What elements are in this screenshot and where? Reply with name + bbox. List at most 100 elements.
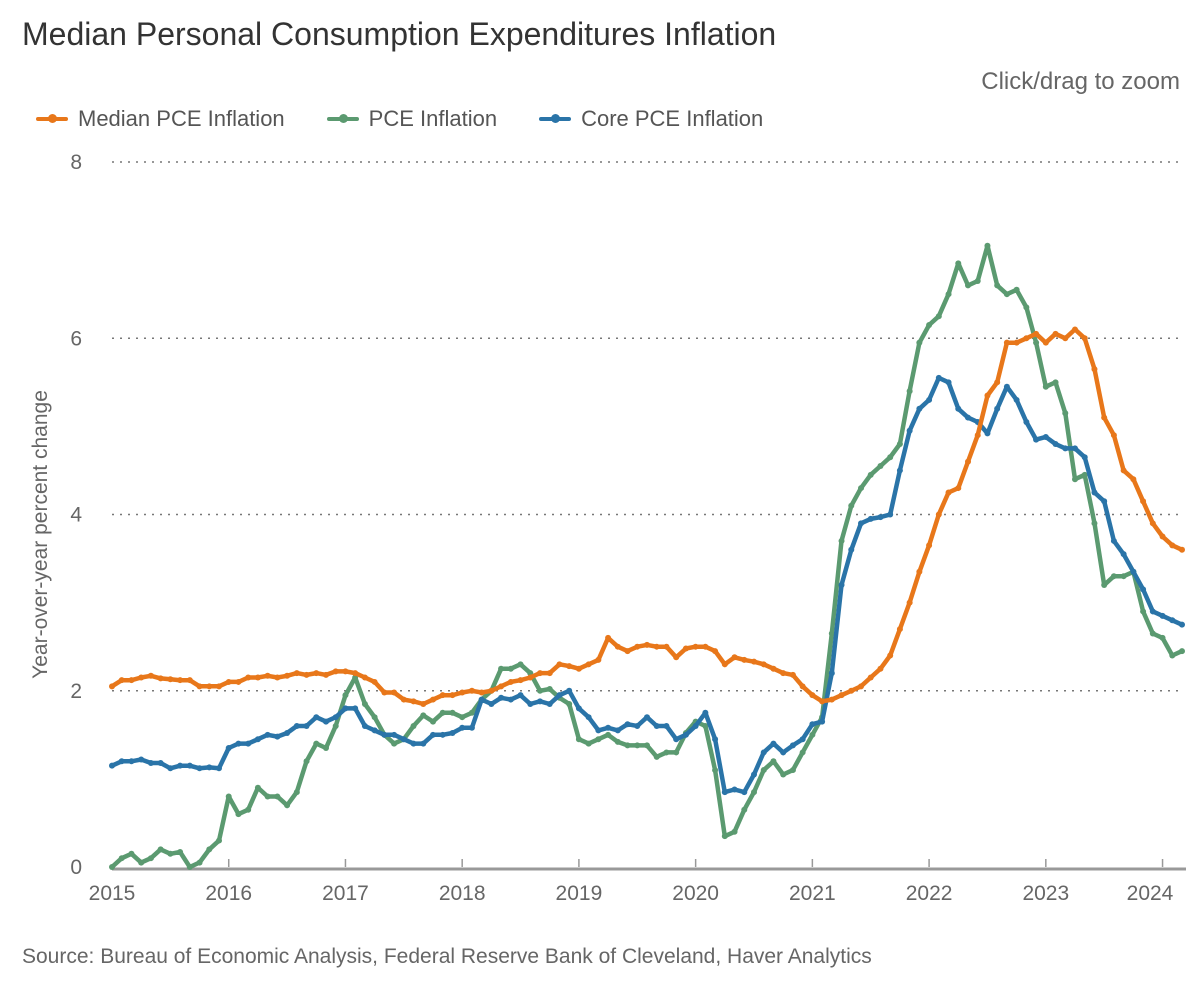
data-point bbox=[284, 730, 291, 737]
legend-item[interactable]: Median PCE Inflation bbox=[36, 106, 285, 132]
data-point bbox=[1169, 542, 1176, 549]
x-tick-label: 2018 bbox=[439, 882, 486, 905]
data-point bbox=[293, 670, 300, 677]
data-point bbox=[507, 696, 514, 703]
series-pce-inflation bbox=[109, 242, 1185, 870]
data-point bbox=[342, 668, 349, 675]
data-point bbox=[653, 723, 660, 729]
data-point bbox=[527, 700, 534, 707]
data-point bbox=[537, 698, 543, 705]
data-point bbox=[274, 733, 281, 740]
data-point bbox=[935, 313, 942, 320]
data-point bbox=[332, 714, 339, 721]
data-point bbox=[216, 765, 222, 772]
data-point bbox=[955, 260, 962, 267]
data-point bbox=[167, 676, 174, 683]
data-point bbox=[468, 687, 475, 694]
data-point bbox=[274, 793, 281, 800]
data-point bbox=[605, 634, 612, 641]
data-point bbox=[566, 663, 573, 670]
data-point bbox=[254, 736, 261, 743]
data-point bbox=[459, 724, 466, 731]
data-point bbox=[1169, 652, 1176, 659]
data-point bbox=[517, 677, 524, 684]
data-point bbox=[186, 762, 193, 769]
data-point bbox=[682, 645, 689, 652]
y-tick-label: 2 bbox=[70, 680, 82, 703]
data-point bbox=[1023, 335, 1030, 342]
data-point bbox=[585, 661, 592, 668]
data-point bbox=[1052, 441, 1059, 447]
data-point bbox=[575, 705, 582, 712]
data-point bbox=[1013, 396, 1020, 403]
data-point bbox=[313, 670, 320, 677]
data-point bbox=[507, 665, 514, 672]
data-point bbox=[1081, 471, 1088, 478]
data-point bbox=[712, 767, 719, 774]
data-point bbox=[147, 855, 154, 862]
data-point bbox=[332, 723, 339, 729]
data-point bbox=[1101, 498, 1108, 505]
data-point bbox=[1062, 445, 1069, 452]
data-point bbox=[264, 731, 271, 738]
data-point bbox=[400, 736, 407, 743]
x-tick-label: 2019 bbox=[556, 882, 603, 905]
data-point bbox=[1140, 498, 1147, 505]
data-point bbox=[196, 859, 203, 866]
data-point bbox=[303, 758, 310, 765]
data-point bbox=[109, 864, 115, 870]
data-point bbox=[858, 485, 864, 492]
data-point bbox=[721, 833, 728, 840]
data-point bbox=[877, 665, 884, 672]
data-point bbox=[118, 855, 125, 862]
data-point bbox=[682, 731, 689, 738]
data-point bbox=[614, 643, 621, 650]
data-point bbox=[138, 674, 145, 681]
data-point bbox=[974, 277, 981, 284]
data-point bbox=[488, 700, 495, 707]
data-point bbox=[867, 515, 874, 522]
data-point bbox=[1179, 648, 1185, 655]
data-point bbox=[1120, 573, 1127, 580]
data-point bbox=[488, 687, 495, 694]
legend-swatch bbox=[539, 114, 572, 123]
data-point bbox=[926, 542, 933, 549]
data-point bbox=[789, 671, 796, 678]
data-point bbox=[109, 683, 115, 690]
data-point bbox=[313, 714, 320, 721]
data-point bbox=[245, 740, 252, 747]
data-point bbox=[673, 749, 680, 756]
data-point bbox=[624, 648, 631, 655]
data-point bbox=[731, 828, 738, 835]
y-tick-label: 8 bbox=[70, 151, 82, 174]
data-point bbox=[352, 670, 359, 677]
data-point bbox=[303, 723, 310, 729]
data-point bbox=[1003, 339, 1010, 346]
legend-item[interactable]: PCE Inflation bbox=[326, 106, 498, 132]
data-point bbox=[751, 771, 757, 778]
data-point bbox=[498, 665, 505, 672]
data-point bbox=[828, 696, 835, 703]
y-tick-label: 0 bbox=[70, 856, 82, 879]
data-point bbox=[196, 683, 203, 690]
data-point bbox=[984, 430, 991, 437]
data-point bbox=[848, 546, 855, 553]
x-tick-label: 2021 bbox=[789, 882, 836, 905]
legend-label: PCE Inflation bbox=[368, 106, 498, 131]
data-point bbox=[342, 705, 349, 712]
data-point bbox=[1033, 339, 1040, 346]
data-point bbox=[361, 723, 368, 729]
data-point bbox=[420, 740, 427, 747]
data-point bbox=[128, 850, 135, 857]
data-point bbox=[984, 392, 991, 399]
data-point bbox=[828, 630, 835, 637]
data-point bbox=[965, 282, 971, 289]
legend: Median PCE Inflation PCE Inflation Core PC… bbox=[36, 106, 763, 132]
x-tick-label: 2017 bbox=[322, 882, 369, 905]
data-point bbox=[420, 712, 427, 719]
data-point bbox=[634, 742, 641, 749]
legend-item[interactable]: Core PCE Inflation bbox=[539, 106, 763, 132]
data-point bbox=[595, 727, 602, 734]
data-point bbox=[361, 674, 368, 681]
